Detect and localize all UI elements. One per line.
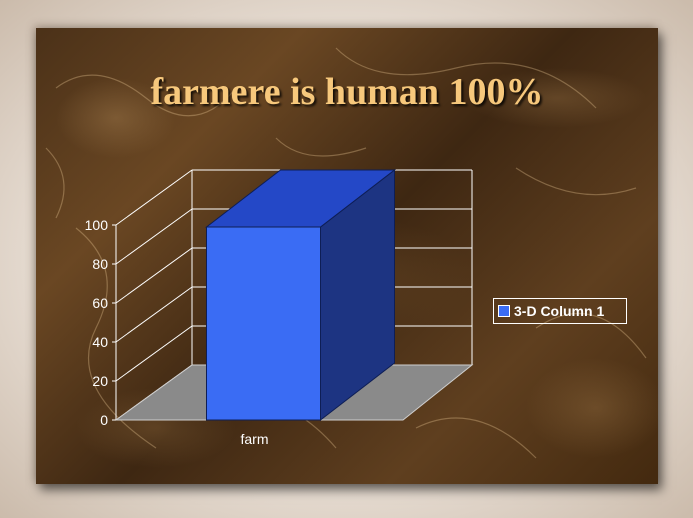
- y-axis-ticks: 0 20 40 60 80 100: [85, 217, 116, 428]
- gridline-side: [115, 286, 193, 343]
- legend-swatch: [498, 305, 510, 317]
- x-category-label: farm: [241, 431, 269, 447]
- y-tick-label: 40: [92, 334, 108, 350]
- y-tick-label: 60: [92, 295, 108, 311]
- x-axis-categories: farm: [241, 431, 269, 447]
- y-tick-label: 80: [92, 256, 108, 272]
- chart-legend: 3-D Column 1: [493, 298, 627, 324]
- bar: [206, 226, 321, 421]
- y-tick-label: 20: [92, 373, 108, 389]
- gridline-side: [115, 169, 193, 226]
- gridline-side: [115, 247, 193, 304]
- y-tick-label: 0: [100, 412, 108, 428]
- slide: farmere is human 100% 0 20 40 60 80 100 farm …: [36, 28, 658, 484]
- y-tick-label: 100: [85, 217, 109, 233]
- chart-bars: [205, 168, 396, 422]
- legend-label: 3-D Column 1: [514, 303, 605, 319]
- chart: 0 20 40 60 80 100 farm: [85, 168, 474, 447]
- slide-title: farmere is human 100%: [150, 71, 544, 113]
- gridline-side: [115, 325, 193, 382]
- gridline-side: [115, 208, 193, 265]
